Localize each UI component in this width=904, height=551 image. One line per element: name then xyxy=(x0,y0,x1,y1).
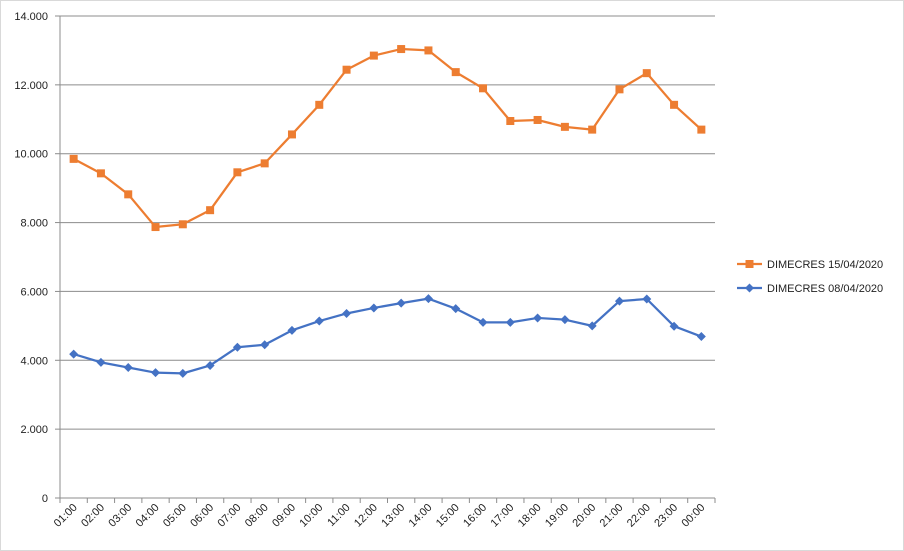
data-point xyxy=(342,308,352,318)
x-tick-label: 11:00 xyxy=(325,502,352,529)
data-point xyxy=(533,115,542,124)
data-point xyxy=(451,304,461,314)
gridlines xyxy=(60,15,715,430)
x-tick-label: 06:00 xyxy=(188,502,216,530)
data-point xyxy=(478,317,488,327)
x-tick-label: 05:00 xyxy=(161,502,189,530)
series-line xyxy=(73,297,702,375)
x-tick-label: 20:00 xyxy=(570,502,598,530)
data-point xyxy=(424,46,433,55)
x-tick-label: 21:00 xyxy=(598,502,626,530)
data-point xyxy=(342,65,351,74)
data-point xyxy=(560,122,569,131)
legend-marker xyxy=(745,283,754,293)
data-point xyxy=(587,321,597,331)
x-tick-label: 18:00 xyxy=(516,502,544,530)
data-point xyxy=(260,159,269,168)
data-point xyxy=(696,332,706,342)
data-point xyxy=(96,357,106,367)
x-axis-tick-labels: 01:00 02:00 03:00 04:00 05:00 06:00 07:00 08:00… xyxy=(52,502,708,530)
data-point xyxy=(369,303,379,313)
data-point xyxy=(287,130,296,139)
x-tick-label: 10:00 xyxy=(297,502,325,530)
data-point xyxy=(560,315,570,325)
data-point xyxy=(69,349,79,359)
data-point xyxy=(397,45,406,54)
data-point xyxy=(69,154,78,163)
data-point xyxy=(206,206,215,215)
x-tick-label: 14:00 xyxy=(407,502,435,530)
data-point xyxy=(423,294,433,304)
data-point xyxy=(588,125,597,134)
y-tick-label: 8.000 xyxy=(20,218,48,230)
series-line xyxy=(73,47,703,229)
legend-item: DIMECRES 08/04/2020 xyxy=(737,283,883,295)
data-point xyxy=(697,125,706,134)
data-point xyxy=(232,342,242,352)
x-tick-label: 00:00 xyxy=(680,502,708,530)
data-point xyxy=(669,321,679,331)
x-tick-label: 09:00 xyxy=(270,502,298,530)
data-point xyxy=(123,363,133,373)
data-point xyxy=(451,68,460,77)
data-point xyxy=(533,313,543,323)
data-point xyxy=(178,368,188,378)
series-1 xyxy=(69,45,706,232)
legend-label: DIMECRES 08/04/2020 xyxy=(767,283,883,295)
data-point xyxy=(642,69,651,78)
y-tick-label: 4.000 xyxy=(20,355,48,367)
legend-label: DIMECRES 15/04/2020 xyxy=(767,259,883,271)
data-point xyxy=(479,84,488,93)
data-point xyxy=(260,340,270,350)
data-point xyxy=(670,100,679,109)
axes xyxy=(55,15,716,503)
data-point xyxy=(178,220,187,229)
x-tick-label: 19:00 xyxy=(543,502,571,530)
data-point xyxy=(205,360,215,370)
x-tick-label: 17:00 xyxy=(488,502,516,530)
data-point xyxy=(151,368,161,378)
data-point xyxy=(505,317,515,327)
x-tick-label: 15:00 xyxy=(434,502,462,530)
x-tick-label: 13:00 xyxy=(379,502,407,530)
y-tick-label: 10.000 xyxy=(14,149,48,161)
data-point xyxy=(396,298,406,308)
y-axis-tick-labels: 0 2.000 4.000 6.000 8.000 10.000 12.000 14.000 xyxy=(14,11,48,505)
x-tick-label: 08:00 xyxy=(243,502,271,530)
data-point xyxy=(151,223,160,232)
y-tick-label: 0 xyxy=(42,493,48,505)
data-point xyxy=(287,325,297,335)
y-tick-label: 6.000 xyxy=(20,286,48,298)
x-tick-label: 16:00 xyxy=(461,502,489,530)
series-lines xyxy=(69,45,706,378)
x-tick-label: 04:00 xyxy=(134,502,162,530)
data-point xyxy=(506,117,515,126)
data-point xyxy=(614,296,624,306)
data-point xyxy=(315,100,324,109)
data-point xyxy=(314,316,324,326)
data-point xyxy=(369,51,378,60)
y-tick-label: 2.000 xyxy=(20,424,48,436)
data-point xyxy=(124,190,133,199)
data-point xyxy=(615,85,624,94)
x-tick-label: 23:00 xyxy=(652,502,680,530)
legend: DIMECRES 15/04/2020 DIMECRES 08/04/2020 xyxy=(737,259,883,295)
y-tick-label: 12.000 xyxy=(14,80,48,92)
x-tick-label: 02:00 xyxy=(79,502,107,530)
x-tick-label: 07:00 xyxy=(216,502,244,530)
x-tick-label: 03:00 xyxy=(106,502,134,530)
legend-item: DIMECRES 15/04/2020 xyxy=(737,259,883,271)
x-tick-label: 12:00 xyxy=(352,502,380,530)
data-point xyxy=(96,169,105,178)
series-2 xyxy=(69,294,706,378)
x-tick-label: 01:00 xyxy=(52,502,80,530)
data-point xyxy=(642,294,652,304)
legend-marker xyxy=(745,260,754,268)
y-tick-label: 14.000 xyxy=(14,11,48,23)
x-tick-label: 22:00 xyxy=(625,502,653,530)
data-point xyxy=(233,168,242,177)
